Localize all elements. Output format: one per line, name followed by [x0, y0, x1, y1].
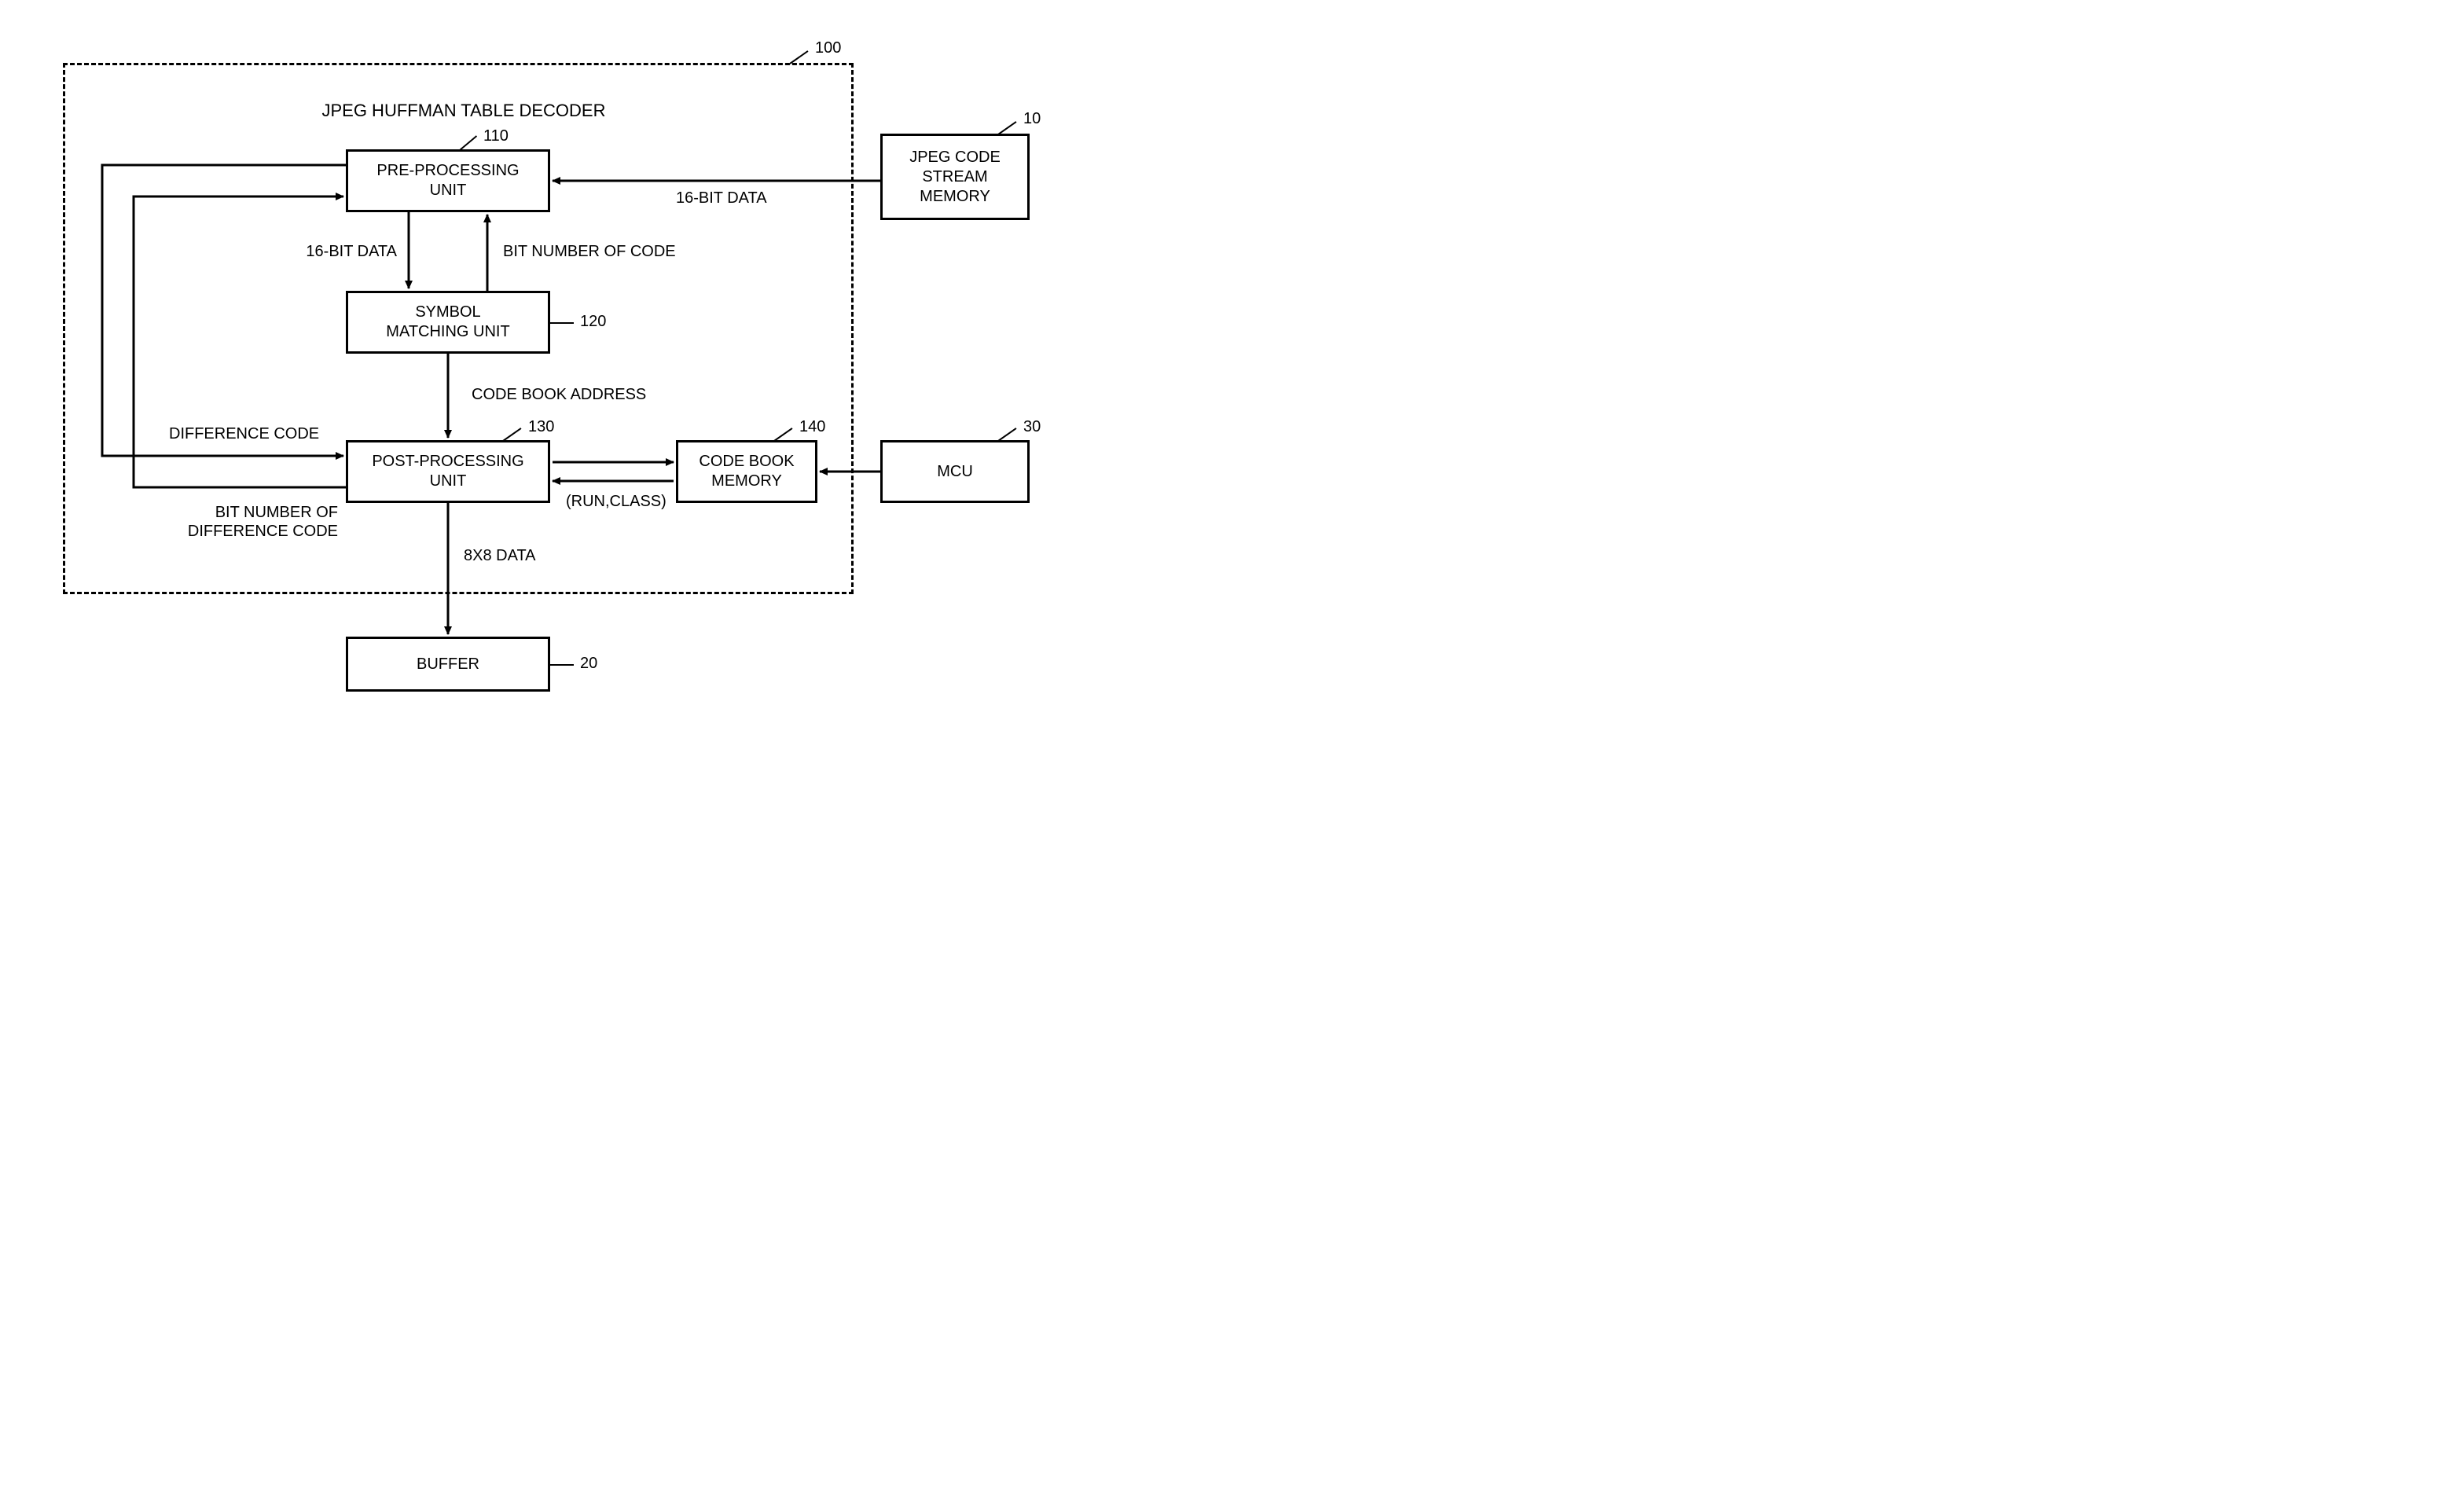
ref-140: 140 [799, 418, 825, 436]
ref-120: 120 [580, 313, 606, 331]
decoder-title: JPEG HUFFMAN TABLE DECODER [267, 101, 660, 121]
diagram-canvas: JPEG HUFFMAN TABLE DECODER 100 JPEG CODE… [31, 31, 1148, 739]
label-16bit-right: 16-BIT DATA [676, 189, 767, 207]
ref-tick-120 [550, 322, 574, 324]
ref-10: 10 [1023, 110, 1041, 128]
ref-100: 100 [815, 39, 841, 57]
label-run-class: (RUN,CLASS) [566, 492, 666, 511]
label-8x8: 8X8 DATA [464, 546, 536, 565]
ref-30: 30 [1023, 418, 1041, 436]
ref-20: 20 [580, 655, 597, 673]
node-mcu: MCU [880, 440, 1030, 503]
node-jpeg-memory: JPEG CODE STREAM MEMORY [880, 134, 1030, 220]
node-symbol-matching: SYMBOL MATCHING UNIT [346, 291, 550, 354]
label-diff-code: DIFFERENCE CODE [169, 424, 319, 443]
label-16bit-down: 16-BIT DATA [255, 242, 397, 261]
ref-tick-20 [550, 664, 574, 666]
ref-110: 110 [483, 127, 509, 145]
label-bitnum-diff: BIT NUMBER OF DIFFERENCE CODE [157, 503, 338, 541]
label-codebook-addr: CODE BOOK ADDRESS [472, 385, 646, 404]
node-codebook-memory: CODE BOOK MEMORY [676, 440, 817, 503]
node-post-processing: POST-PROCESSING UNIT [346, 440, 550, 503]
node-buffer: BUFFER [346, 637, 550, 692]
node-pre-processing: PRE-PROCESSING UNIT [346, 149, 550, 212]
ref-130: 130 [528, 418, 554, 436]
label-bitnum-code: BIT NUMBER OF CODE [503, 242, 676, 261]
